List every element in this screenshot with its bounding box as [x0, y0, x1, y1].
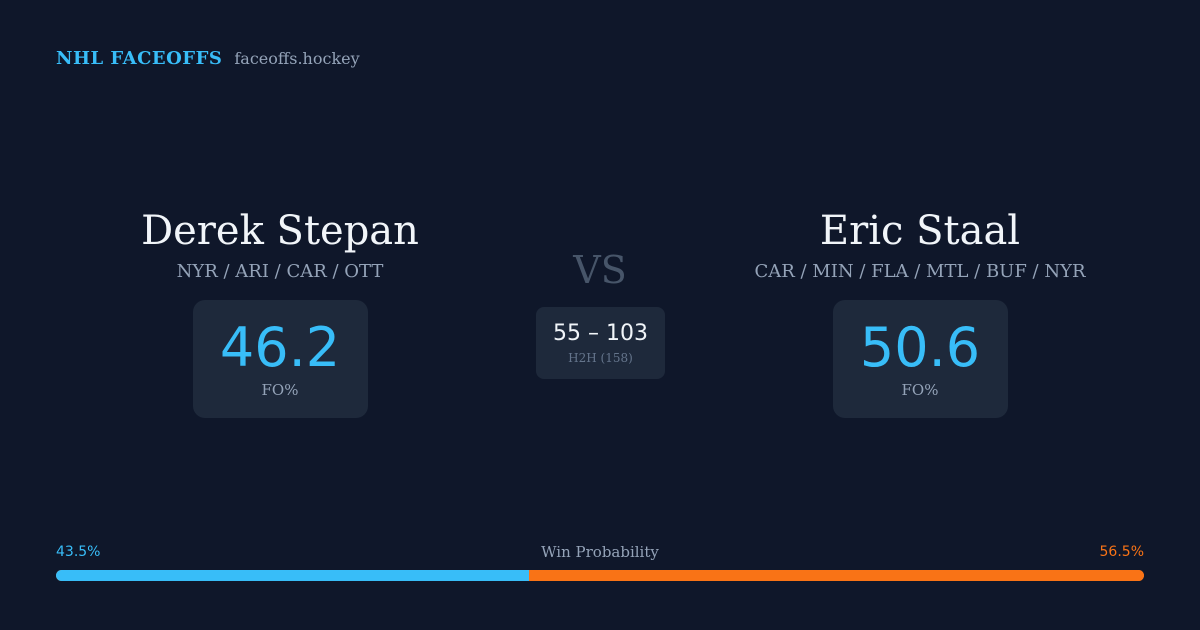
fo-card-right: 50.6 FO%: [832, 300, 1008, 418]
h2h-label: H2H (158): [568, 351, 633, 365]
player-left: Derek Stepan NYR / ARI / CAR / OTT 46.2 …: [70, 205, 490, 418]
brand: NHL FACEOFFS faceoffs.hockey: [56, 48, 360, 69]
win-probability: 43.5% Win Probability 56.5%: [56, 540, 1144, 581]
h2h-score: 55 – 103: [553, 321, 648, 346]
fo-value-right: 50.6: [859, 316, 981, 379]
win-probability-fill-right: [529, 570, 1144, 581]
win-probability-left: 43.5%: [56, 544, 101, 560]
player-name-right: Eric Staal: [819, 208, 1021, 254]
fo-value-left: 46.2: [219, 316, 341, 379]
fo-card-left: 46.2 FO%: [192, 300, 368, 418]
win-probability-bar: [56, 570, 1144, 581]
fo-label-left: FO%: [261, 381, 299, 399]
win-probability-title: Win Probability: [541, 543, 659, 561]
player-teams-left: NYR / ARI / CAR / OTT: [176, 261, 384, 282]
win-probability-fill-left: [56, 570, 530, 581]
player-name-left: Derek Stepan: [141, 208, 419, 254]
fo-label-right: FO%: [901, 381, 939, 399]
player-teams-right: CAR / MIN / FLA / MTL / BUF / NYR: [754, 261, 1086, 282]
player-right: Eric Staal CAR / MIN / FLA / MTL / BUF /…: [710, 205, 1130, 418]
brand-name[interactable]: NHL FACEOFFS: [56, 48, 223, 69]
vs-label: VS: [573, 248, 627, 292]
h2h-card: 55 – 103 H2H (158): [536, 307, 665, 379]
win-probability-right: 56.5%: [1099, 544, 1144, 560]
brand-domain[interactable]: faceoffs.hockey: [234, 49, 360, 68]
